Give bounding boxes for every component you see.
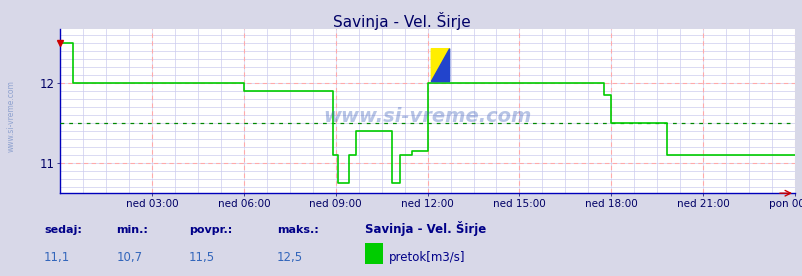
Polygon shape [431,49,449,81]
Text: maks.:: maks.: [277,225,318,235]
Text: pretok[m3/s]: pretok[m3/s] [388,251,464,264]
Text: 11,1: 11,1 [44,251,71,264]
Text: www.si-vreme.com: www.si-vreme.com [323,107,531,126]
Text: min.:: min.: [116,225,148,235]
Text: 10,7: 10,7 [116,251,143,264]
Text: Savinja - Vel. Širje: Savinja - Vel. Širje [332,12,470,30]
Polygon shape [431,49,449,81]
Text: www.si-vreme.com: www.si-vreme.com [6,80,15,152]
Text: 11,5: 11,5 [188,251,215,264]
Text: povpr.:: povpr.: [188,225,232,235]
Text: Savinja - Vel. Širje: Savinja - Vel. Širje [365,221,486,236]
Text: 12,5: 12,5 [277,251,303,264]
Text: sedaj:: sedaj: [44,225,82,235]
